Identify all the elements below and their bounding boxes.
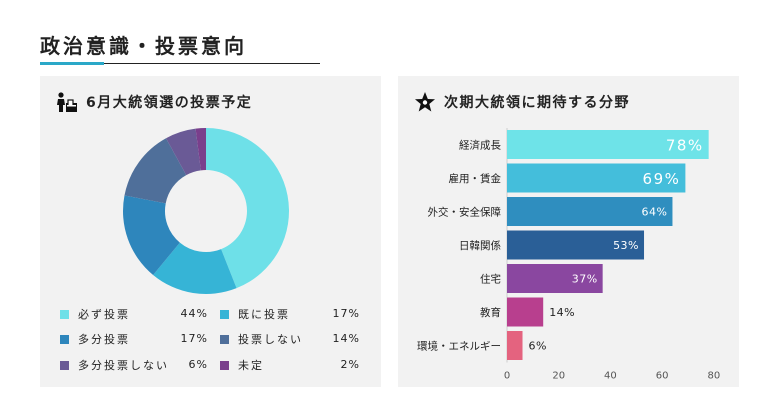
donut-slice-item-4: [124, 138, 187, 204]
donut-slice-item-1: [206, 128, 289, 289]
bar-value-label: 6%: [529, 340, 547, 353]
bar-item-5: [507, 264, 603, 293]
expectations-panel: 次期大統領に期待する分野 経済成長 78% 雇用・賃金 69% 外交・安全保障 64% 日韓…: [398, 76, 739, 387]
legend-swatch: [220, 309, 229, 319]
donut-slice-item-6: [195, 128, 206, 171]
page-title: 政治意識・投票意向: [40, 34, 247, 58]
legend-label: 多分投票しない: [78, 359, 169, 372]
x-tick-label: 20: [552, 371, 565, 382]
category-label: 外交・安全保障: [428, 206, 502, 219]
bar-value-label: 37%: [572, 273, 598, 286]
category-label: 環境・エネルギー: [417, 340, 501, 353]
expectations-header: 次期大統領に期待する分野: [414, 91, 630, 113]
bar-value-label: 64%: [642, 206, 668, 219]
legend-label: 既に投票: [238, 308, 290, 321]
voting-intention-header: 6月大統領選の投票予定: [56, 91, 252, 113]
category-label: 経済成長: [459, 139, 501, 152]
legend-swatch: [60, 309, 69, 319]
legend-value: 6%: [188, 358, 208, 371]
legend-value: 44%: [180, 307, 208, 320]
legend-value: 17%: [180, 332, 208, 345]
category-label: 教育: [480, 306, 501, 319]
legend-label: 多分投票: [78, 333, 130, 346]
donut-slice-item-3: [123, 195, 180, 275]
legend-label: 投票しない: [238, 333, 303, 346]
category-label: 住宅: [480, 273, 501, 286]
bar-item-7: [507, 331, 523, 360]
legend-swatch: [60, 334, 69, 344]
legend-swatch: [220, 334, 229, 344]
legend-entry-item-5: 多分投票しない: [60, 356, 169, 374]
x-tick-label: 0: [504, 371, 510, 382]
bar-item-4: [507, 230, 645, 260]
bar-item-1: [507, 130, 709, 159]
bar-value-label: 14%: [549, 306, 575, 319]
donut-slice-item-2: [153, 242, 237, 294]
star-icon: [414, 91, 436, 113]
legend-label: 必ず投票: [78, 308, 130, 321]
legend-value: 17%: [332, 307, 360, 320]
expectations-title: 次期大統領に期待する分野: [444, 95, 630, 111]
x-tick-label: 40: [604, 371, 617, 382]
voting-intention-title: 6月大統領選の投票予定: [86, 95, 253, 111]
expectations-bar-chart: 経済成長 78% 雇用・賃金 69% 外交・安全保障 64% 日韓関係 53% 住宅 37% 教育 1…: [417, 128, 720, 382]
bar-item-2: [507, 163, 686, 193]
legend-label: 未定: [238, 359, 264, 372]
x-tick-label: 60: [656, 371, 669, 382]
legend-value: 14%: [332, 332, 360, 345]
legend-value: 2%: [340, 358, 360, 371]
legend-swatch: [220, 360, 229, 370]
bar-value-label: 69%: [643, 170, 681, 188]
title-underline-accent: [40, 62, 104, 65]
category-label: 雇用・賃金: [449, 172, 502, 185]
bar-item-3: [507, 197, 673, 226]
donut-slice-item-5: [166, 128, 201, 176]
voter-ballot-icon: [56, 91, 78, 113]
x-tick-label: 80: [707, 371, 720, 382]
legend-entry-item-1: 必ず投票: [60, 305, 130, 323]
bar-value-label: 78%: [666, 137, 704, 155]
bar-value-label: 53%: [613, 239, 639, 252]
legend-entry-item-3: 多分投票: [60, 330, 130, 348]
bar-item-6: [507, 297, 544, 327]
legend-entry-item-6: 未定: [220, 356, 264, 374]
category-label: 日韓関係: [459, 240, 501, 252]
legend-swatch: [60, 360, 69, 370]
legend-entry-item-4: 投票しない: [220, 330, 303, 348]
title-underline: [104, 63, 320, 64]
voting-intention-panel: 6月大統領選の投票予定 必ず投票 44% 既に投票 17% 多分投票 17% 投票しない 14…: [40, 76, 381, 387]
voting-intention-donut: [123, 128, 289, 294]
legend-entry-item-2: 既に投票: [220, 305, 290, 323]
